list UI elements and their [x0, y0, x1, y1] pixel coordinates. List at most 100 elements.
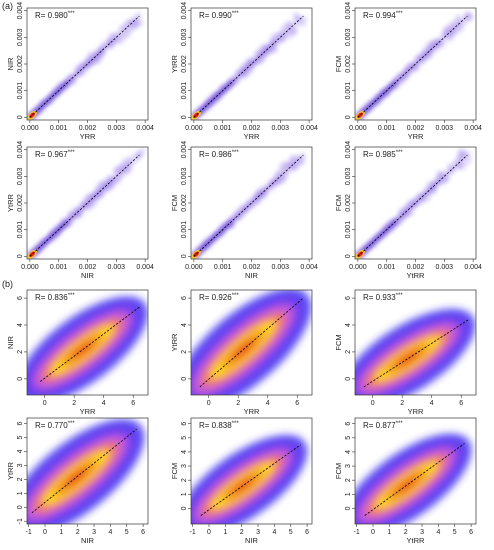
density-field [355, 433, 472, 524]
significance-stars: *** [232, 421, 240, 427]
y-tick-label: 0 [345, 254, 352, 258]
chart-6: 0.000 0.001 0.002 0.003 0.004 0 0.001 0.002 0.00… [334, 141, 482, 280]
r-value: R= 0.933 [363, 293, 396, 302]
r-value: R= 0.836 [35, 293, 68, 302]
plot-frame [190, 417, 313, 525]
x-tick-label: 0.001 [378, 264, 396, 271]
y-tick-label: 1 [17, 491, 24, 495]
y-axis-label: FCM [334, 463, 343, 479]
r-value: R= 0.838 [199, 421, 232, 430]
y-tick-label: 0.002 [181, 194, 188, 212]
y-tick-label: 4 [345, 450, 352, 454]
significance-stars: *** [396, 421, 404, 427]
x-tick-label: 0.003 [272, 125, 290, 132]
y-tick-label: 0.002 [17, 194, 24, 212]
y-axis-label: NIR [6, 57, 15, 71]
plot-area [191, 434, 308, 524]
plot-area [27, 147, 147, 259]
x-tick-label: 6 [459, 400, 463, 407]
y-tick-label: 0.003 [17, 167, 24, 185]
plot-frame [354, 417, 477, 525]
x-tick-label: 0.002 [407, 264, 425, 271]
x-axis-label: YRR [408, 132, 424, 141]
x-tick-label: 6 [305, 529, 309, 536]
x-axis-label: NIR [81, 536, 95, 545]
x-tick-label: 0.003 [108, 264, 126, 271]
significance-stars: *** [232, 11, 240, 17]
plot-area [355, 11, 474, 120]
significance-stars: *** [68, 293, 76, 299]
chart-10: -1 0 1 2 3 4 5 6 -1 0 1 2 3 4 5 6 NIR YtRR R= 0.770*** [6, 417, 149, 545]
x-tick-label: 4 [430, 400, 434, 407]
x-tick-label: 0.000 [349, 264, 367, 271]
y-axis-label: YtRR [6, 193, 15, 212]
x-tick-label: 0 [43, 400, 47, 407]
r-annotation: R= 0.994*** [363, 11, 403, 20]
point-cloud [191, 12, 308, 120]
fit-line [357, 15, 468, 118]
significance-stars: *** [396, 11, 404, 17]
fit-line [40, 305, 141, 382]
r-value: R= 0.877 [363, 421, 396, 430]
x-tick-label: 0.002 [407, 125, 425, 132]
r-annotation: R= 0.967*** [35, 150, 75, 159]
significance-stars: *** [232, 293, 240, 299]
y-tick-label: 0 [17, 377, 24, 381]
x-tick-label: 2 [240, 529, 244, 536]
y-tick-label: 0.004 [181, 2, 188, 20]
plot-frame [26, 417, 149, 525]
y-tick-label: 0 [345, 377, 352, 381]
y-tick-label: 2 [345, 350, 352, 354]
y-tick-label: 0 [181, 254, 188, 258]
y-tick-label: 2 [181, 350, 188, 354]
y-tick-label: 0.003 [181, 167, 188, 185]
r-annotation: R= 0.980*** [35, 11, 75, 20]
plot-area [27, 419, 145, 524]
x-tick-label: -1 [26, 529, 32, 536]
x-tick-label: 3 [92, 529, 96, 536]
fit-line [29, 154, 140, 257]
y-tick-label: 0.001 [181, 221, 188, 239]
y-tick-label: 0.001 [181, 82, 188, 100]
chart-12: -1 0 1 2 3 4 5 6 0 1 2 3 4 5 6 YtRR FCM R= 0.877*** [334, 417, 477, 545]
y-axis-label: FCM [170, 463, 179, 479]
x-tick-label: 0.000 [21, 125, 39, 132]
r-annotation: R= 0.985*** [363, 150, 403, 159]
x-tick-label: 0.004 [300, 264, 318, 271]
x-tick-label: 0.003 [436, 125, 454, 132]
x-axis-label: YtRR [407, 271, 426, 280]
y-tick-label: 0.004 [17, 2, 24, 20]
x-tick-label: 0.002 [79, 125, 97, 132]
y-tick-label: 6 [181, 296, 188, 300]
r-value: R= 0.985 [363, 150, 396, 159]
x-axis-label: YRR [80, 407, 96, 416]
x-tick-label: 0.001 [50, 125, 68, 132]
significance-stars: *** [68, 150, 76, 156]
chart-2: 0.000 0.001 0.002 0.003 0.004 0 0.001 0.002 0.00… [170, 2, 318, 141]
chart-5: 0.000 0.001 0.002 0.003 0.004 0 0.001 0.002 0.00… [170, 141, 318, 280]
plot-area [355, 433, 472, 524]
x-axis-label: NIR [81, 271, 95, 280]
y-tick-label: -1 [17, 518, 24, 524]
x-tick-label: 0 [207, 400, 211, 407]
x-tick-label: 0.000 [21, 264, 39, 271]
y-tick-label: 0 [17, 505, 24, 509]
y-tick-label: 2 [181, 478, 188, 482]
y-tick-label: 4 [17, 323, 24, 327]
plot-area [191, 152, 306, 259]
x-tick-label: 0.001 [50, 264, 68, 271]
chart-3: 0.000 0.001 0.002 0.003 0.004 0 0.001 0.002 0.00… [334, 2, 482, 141]
plot-area [355, 148, 472, 259]
chart-9: 0 2 4 6 0 2 4 6 YRR FCM R= 0.933*** [334, 289, 477, 416]
y-tick-label: 0.002 [345, 194, 352, 212]
x-tick-label: 0.003 [108, 125, 126, 132]
fit-line [31, 428, 137, 514]
y-tick-label: 5 [17, 435, 24, 439]
x-tick-label: 0.004 [136, 264, 154, 271]
fit-line [357, 154, 468, 257]
x-tick-label: 0.001 [214, 125, 232, 132]
x-tick-label: 3 [420, 529, 424, 536]
y-tick-label: 0 [181, 115, 188, 119]
x-axis-label: YtRR [407, 536, 426, 545]
